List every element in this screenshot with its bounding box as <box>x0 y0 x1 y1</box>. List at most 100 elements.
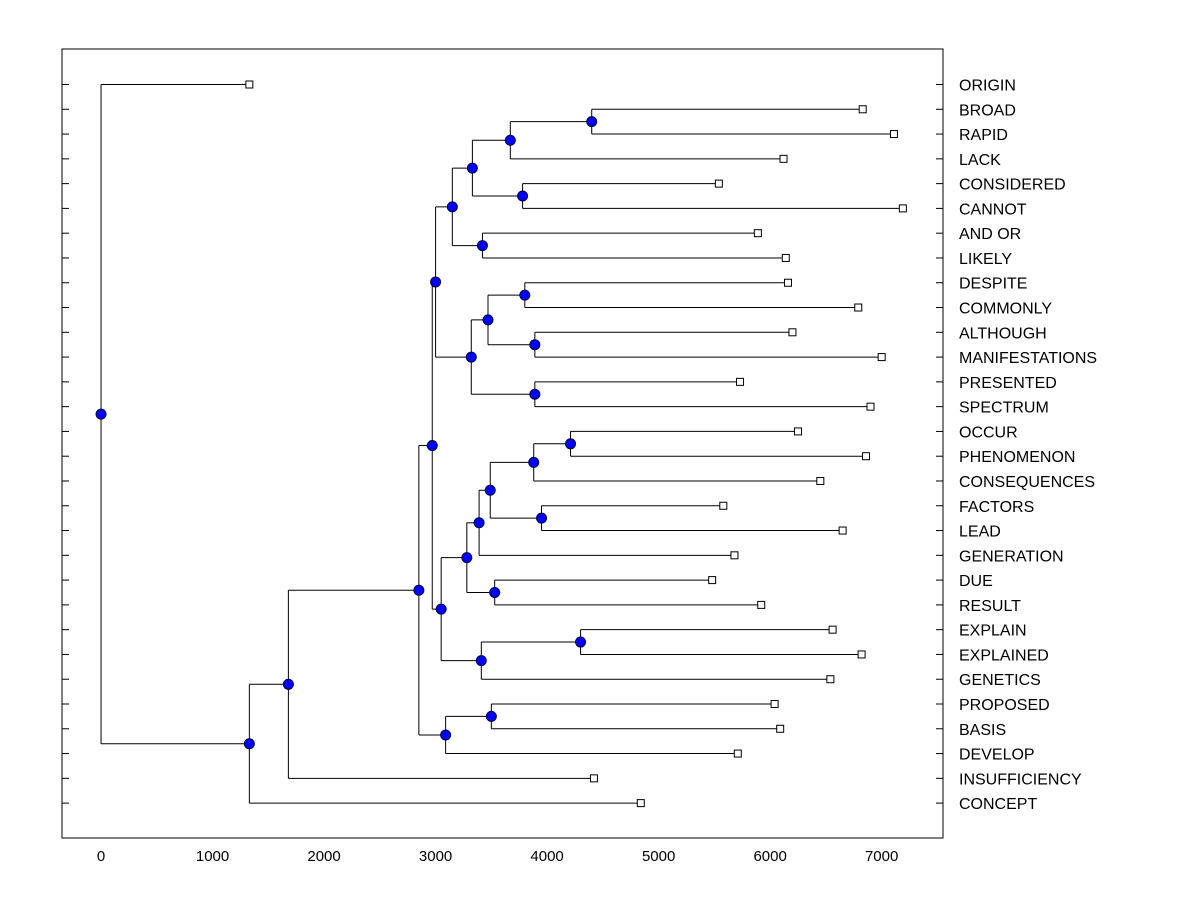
merge-node <box>461 552 473 564</box>
merge-node <box>435 603 447 615</box>
leaf-marker <box>776 724 785 733</box>
leaf-marker <box>757 600 766 609</box>
leaf-label: BASIS <box>959 722 1006 739</box>
merge-node <box>473 517 485 529</box>
leaf-marker <box>770 700 779 708</box>
x-axis-labels: 0 1000 2000 3000 4000 5000 6000 7000 <box>97 848 898 865</box>
leaf-label: BROAD <box>959 102 1016 119</box>
leaf-label: LIKELY <box>959 251 1012 268</box>
merge-node <box>504 134 516 146</box>
merge-node <box>586 116 598 128</box>
merge-node <box>519 289 531 301</box>
x-tick-label: 0 <box>97 848 105 865</box>
leaf-label: PROPOSED <box>959 697 1050 714</box>
merge-node <box>536 512 548 524</box>
merge-node <box>484 484 496 496</box>
leaf-label: LACK <box>959 152 1001 169</box>
merge-node <box>282 678 294 690</box>
leaf-marker <box>794 427 803 436</box>
leaf-marker <box>866 402 875 411</box>
leaf-marker <box>719 501 728 510</box>
leaf-marker <box>854 303 863 312</box>
leaf-label: PHENOMENON <box>959 449 1075 466</box>
leaf-marker <box>898 204 907 213</box>
merge-node <box>517 190 529 202</box>
leaf-label: FACTORS <box>959 499 1034 516</box>
leaf-marker <box>828 625 837 634</box>
leaf-marker <box>779 154 788 163</box>
leaf-label: RESULT <box>959 598 1021 615</box>
leaf-marker <box>708 576 717 585</box>
merge-node <box>529 388 541 400</box>
dendrogram-links <box>100 84 903 804</box>
merge-node <box>243 738 255 750</box>
merge-node <box>489 586 501 598</box>
merge-node <box>440 729 452 741</box>
leaf-label: COMMONLY <box>959 301 1052 318</box>
leaf-label: EXPLAINED <box>959 647 1049 664</box>
leaf-label: PRESENTED <box>959 375 1057 392</box>
x-tick-label: 4000 <box>530 848 563 865</box>
merge-node <box>430 276 442 288</box>
leaf-marker <box>730 551 739 560</box>
leaf-label: DEVELOP <box>959 747 1035 764</box>
leaf-label: SPECTRUM <box>959 400 1049 417</box>
merge-node <box>95 408 107 420</box>
leaf-label: DUE <box>959 573 993 590</box>
leaf-label: INSUFFICIENCY <box>959 771 1082 788</box>
leaf-marker <box>753 229 762 238</box>
leaf-label: DESPITE <box>959 276 1027 293</box>
leaf-label: CONSIDERED <box>959 177 1066 194</box>
leaf-label: OCCUR <box>959 424 1018 441</box>
leaf-markers <box>245 80 907 808</box>
merge-node <box>446 201 458 213</box>
merge-node <box>529 339 541 351</box>
leaf-marker <box>781 253 790 262</box>
leaf-label: CONSEQUENCES <box>959 474 1095 491</box>
merge-node <box>565 438 577 450</box>
leaf-label: LEAD <box>959 524 1001 541</box>
leaf-marker <box>826 675 835 684</box>
leaf-marker <box>816 476 825 485</box>
x-tick-label: 6000 <box>753 848 786 865</box>
leaf-marker <box>589 774 598 783</box>
leaf-marker <box>783 278 792 287</box>
merge-node <box>426 440 438 452</box>
merge-node <box>476 240 488 252</box>
leaf-marker <box>788 328 797 337</box>
leaf-label: RAPID <box>959 127 1008 144</box>
merge-node <box>466 162 478 174</box>
x-tick-label: 5000 <box>642 848 675 865</box>
leaf-marker <box>889 130 898 139</box>
leaf-label: GENETICS <box>959 672 1041 689</box>
leaf-marker <box>857 650 866 659</box>
leaf-label: AND OR <box>959 226 1021 243</box>
leaf-label: CANNOT <box>959 201 1027 218</box>
leaf-marker <box>838 526 847 535</box>
leaf-labels: ORIGIN BROAD RAPID LACK CONSIDERED CANNOT AND … <box>959 78 1097 814</box>
merge-node <box>475 655 487 667</box>
plot-frame <box>61 48 944 839</box>
leaf-label: MANIFESTATIONS <box>959 350 1097 367</box>
merge-node <box>485 710 497 722</box>
leaf-label: ORIGIN <box>959 78 1016 95</box>
merge-nodes <box>95 116 598 750</box>
leaf-marker <box>858 105 867 114</box>
merge-node <box>465 351 477 363</box>
x-tick-label: 3000 <box>419 848 452 865</box>
leaf-marker <box>862 452 871 461</box>
x-tick-label: 2000 <box>307 848 340 865</box>
x-tick-label: 7000 <box>865 848 898 865</box>
merge-node <box>528 456 540 468</box>
leaf-label: GENERATION <box>959 548 1064 565</box>
leaf-label: EXPLAIN <box>959 623 1027 640</box>
leaf-marker <box>733 749 742 758</box>
x-tick-label: 1000 <box>196 848 229 865</box>
leaf-label: CONCEPT <box>959 796 1037 813</box>
leaf-marker <box>736 377 745 386</box>
leaf-marker <box>877 353 886 362</box>
leaf-marker <box>714 179 723 188</box>
merge-node <box>482 314 494 326</box>
merge-node <box>575 636 587 648</box>
